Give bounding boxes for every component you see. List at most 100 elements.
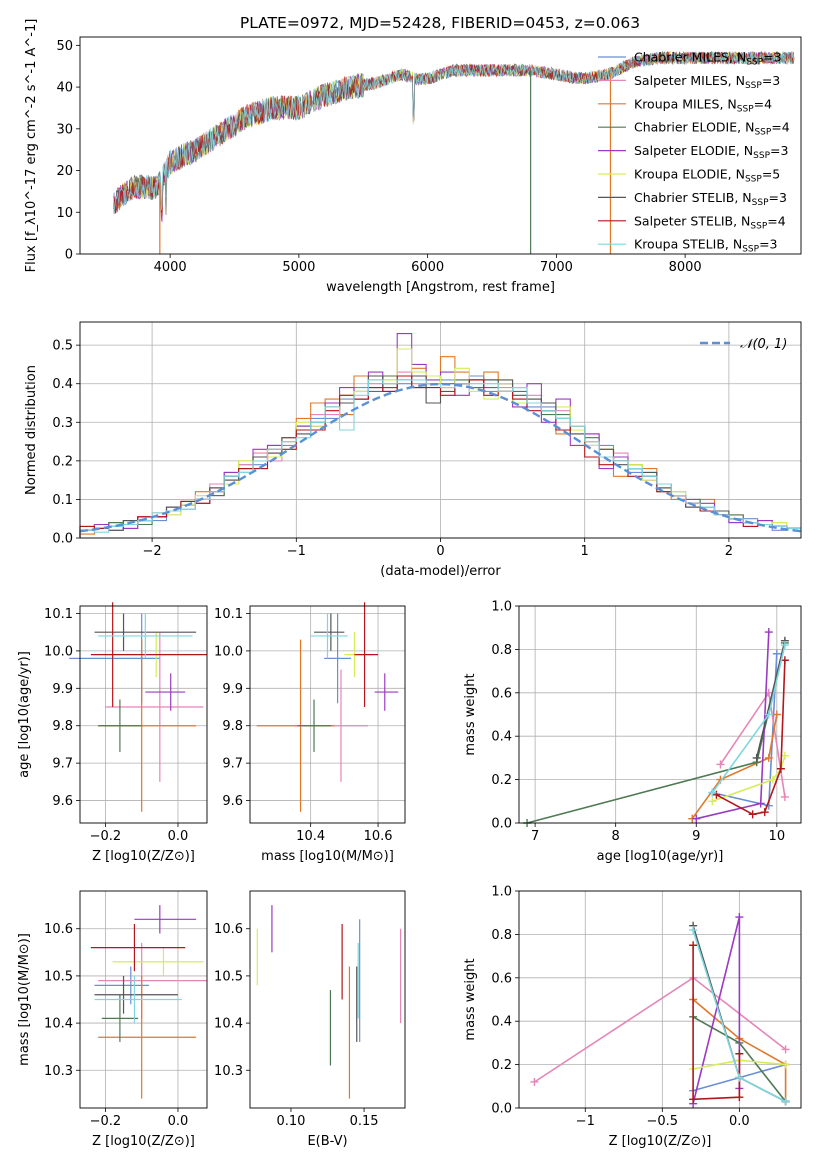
y-tick-label: 0.2 — [52, 454, 73, 469]
series-line — [692, 916, 741, 1104]
x-tick-label: −0.2 — [90, 1114, 122, 1129]
panel-mass_weight_vs_age: 7 8 9 10 0.0 0.2 0.4 0.6 0.8 1.0 age [log10(age/yr… — [463, 600, 802, 864]
x-axis-label: wavelength [Angstrom, rest frame] — [326, 280, 555, 295]
series-line — [692, 998, 787, 1102]
y-tick-label: 0.0 — [491, 817, 512, 832]
panel-age_vs_z: −0.2 0.0 9.6 9.7 9.8 9.9 10.0 10.1 Z [log10(Z/Z⊙… — [17, 602, 208, 864]
y-tick-label: 10.1 — [44, 607, 73, 622]
plot-area — [523, 628, 789, 827]
series-marker — [712, 790, 721, 799]
series-marker — [748, 810, 757, 819]
y-tick-label: 0.0 — [52, 532, 73, 547]
y-tick-label: 10.0 — [214, 644, 243, 659]
series-marker — [780, 656, 789, 665]
series-marker — [735, 1093, 744, 1102]
y-tick-label: 9.7 — [222, 757, 243, 772]
panel-mass_weight_vs_z: −1 −0.5 0.0 0.0 0.2 0.4 0.6 0.8 1.0 Z [log10(Z/Z⊙… — [463, 885, 802, 1149]
y-tick-label: 0.4 — [52, 377, 73, 392]
panel-age_vs_mass: 10.4 10.6 9.6 9.7 9.8 9.9 10.0 10.1 mass [log10(… — [214, 602, 406, 864]
x-tick-label: 0.10 — [276, 1114, 305, 1129]
series-marker — [764, 710, 773, 719]
series-marker — [735, 1049, 744, 1058]
x-axis-label: mass [log10(M/M⊙)] — [261, 849, 394, 864]
x-tick-label: −0.5 — [647, 1114, 679, 1129]
series-line — [719, 690, 786, 798]
y-axis-label: mass weight — [463, 673, 478, 755]
x-axis-label: age [log10(age/yr)] — [597, 849, 724, 864]
series-marker — [780, 751, 789, 760]
series-line — [533, 976, 787, 1083]
axes-frame — [518, 890, 802, 1109]
x-tick-label: 2 — [725, 544, 733, 559]
series-line — [712, 755, 786, 803]
y-tick-label: 0.0 — [491, 1102, 512, 1117]
y-tick-label: 10.4 — [44, 1017, 73, 1032]
x-tick-label: −1 — [576, 1114, 595, 1129]
y-tick-label: 0.1 — [52, 493, 73, 508]
legend-label: Chabrier ELODIE, NSSP=4 — [634, 120, 790, 138]
x-tick-label: 4000 — [154, 260, 187, 275]
x-tick-label: 6000 — [411, 260, 444, 275]
y-tick-label: 10.6 — [44, 922, 73, 937]
series-marker — [781, 1060, 790, 1069]
spectrum-line — [113, 51, 795, 211]
legend-label: Salpeter STELIB, NSSP=4 — [634, 213, 786, 231]
y-tick-label: 9.6 — [222, 794, 243, 809]
x-tick-label: 7 — [531, 829, 539, 844]
y-tick-label: 0.6 — [491, 971, 512, 986]
y-tick-label: 20 — [56, 164, 73, 179]
y-tick-label: 10 — [56, 206, 73, 221]
x-axis-label: (data-model)/error — [380, 564, 501, 579]
legend-label: Chabrier STELIB, NSSP=3 — [634, 190, 787, 208]
plot-area — [530, 913, 790, 1108]
y-tick-label: 10.3 — [214, 1064, 243, 1079]
axes-frame — [79, 36, 802, 255]
series-marker — [752, 753, 761, 762]
series-marker — [735, 1073, 744, 1082]
series-marker — [760, 808, 769, 817]
x-tick-label: 0 — [436, 544, 444, 559]
legend-label: Kroupa MILES, NSSP=4 — [634, 96, 772, 114]
axes-frame — [79, 890, 208, 1109]
plot-area — [90, 905, 207, 1099]
x-tick-label: 8000 — [669, 260, 702, 275]
panel-mass_vs_z: −0.2 0.0 10.3 10.4 10.5 10.6 Z [log10(Z/Z⊙)] ma… — [17, 890, 208, 1149]
y-tick-label: 9.8 — [52, 719, 73, 734]
series-marker — [764, 628, 773, 637]
y-tick-label: 9.7 — [52, 757, 73, 772]
series-line — [696, 631, 770, 820]
x-tick-label: 10.4 — [296, 829, 325, 844]
y-axis-label: Normed distribution — [24, 365, 39, 495]
y-tick-label: 40 — [56, 81, 73, 96]
y-tick-label: 10.4 — [214, 1017, 243, 1032]
y-axis-label: Flux [f_λ10^-17 erg cm^-2 s^-1 A^-1] — [24, 19, 39, 273]
y-tick-label: 10.1 — [214, 607, 243, 622]
figure-title: PLATE=0972, MJD=52428, FIBERID=0453, z=0… — [240, 14, 640, 32]
series-marker — [692, 814, 701, 823]
x-axis-label: Z [log10(Z/Z⊙)] — [609, 1134, 712, 1149]
y-tick-label: 10.5 — [44, 969, 73, 984]
y-tick-label: 0.6 — [491, 686, 512, 701]
plot-area — [256, 905, 402, 1099]
series-marker — [716, 760, 725, 769]
series-marker — [689, 1095, 698, 1104]
series-marker — [772, 710, 781, 719]
series-marker — [781, 1097, 790, 1106]
legend-label: 𝒩(0, 1) — [740, 337, 787, 352]
x-tick-label: 0.0 — [168, 829, 189, 844]
series-marker — [776, 764, 785, 773]
y-tick-label: 0.8 — [491, 928, 512, 943]
x-axis-label: Z [log10(Z/Z⊙)] — [92, 849, 195, 864]
x-tick-label: 10 — [769, 829, 786, 844]
x-tick-label: 9 — [692, 829, 700, 844]
x-axis-label: E(B-V) — [307, 1134, 347, 1149]
series-line — [691, 714, 778, 820]
series-marker — [689, 926, 698, 935]
panel-spectrum: 4000 5000 6000 7000 8000 0 10 20 30 40 50 wavelengt… — [24, 19, 802, 295]
x-tick-label: 8 — [612, 829, 620, 844]
y-tick-label: 50 — [56, 39, 73, 54]
panel-histogram: −2 −1 0 1 2 0.0 0.1 0.2 0.3 0.4 0.5 (data-model)/er… — [24, 321, 802, 579]
series-marker — [781, 1045, 790, 1054]
axes-frame — [79, 321, 802, 539]
